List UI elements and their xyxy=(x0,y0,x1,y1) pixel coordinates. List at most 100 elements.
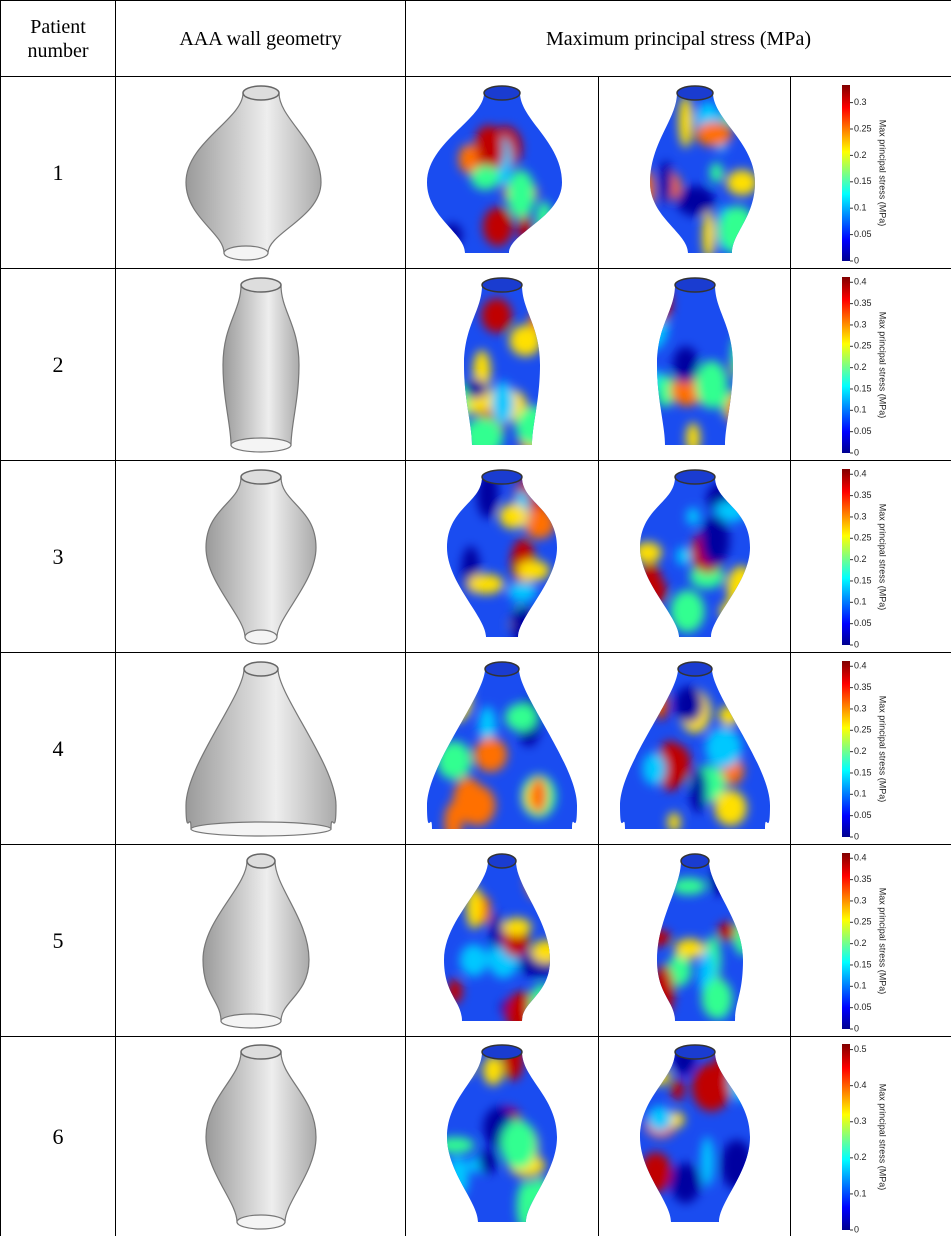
colorbar-label: Max principal stress (MPa) xyxy=(878,1084,888,1191)
colorbar-tick-label: 0.15 xyxy=(854,383,872,393)
blob xyxy=(447,1136,475,1154)
geometry-cell xyxy=(115,844,406,1037)
blob xyxy=(729,1056,748,1079)
blob xyxy=(478,705,497,746)
blob xyxy=(506,169,535,219)
stress-cell xyxy=(405,76,599,269)
stress-cell xyxy=(598,1036,791,1236)
geometry-cell xyxy=(115,76,406,269)
blob xyxy=(438,678,472,722)
colorbar-tick-label: 0.3 xyxy=(854,319,867,329)
blob xyxy=(499,503,528,529)
blob xyxy=(500,1120,537,1170)
blob xyxy=(467,573,505,594)
vessel-top xyxy=(242,660,279,677)
patient-number: 4 xyxy=(0,652,116,845)
vessel-bottom xyxy=(189,820,332,837)
patient-number: 6 xyxy=(0,1036,116,1236)
blobs xyxy=(447,1052,552,1222)
colorbar-tick-label: 0.4 xyxy=(854,660,867,670)
table-row: 5 0 0.05 0.1 0.15 0.2 0.25 0.3 0.35 0.4 Max princi… xyxy=(0,844,951,1037)
blob xyxy=(730,330,733,381)
stress-image xyxy=(649,84,755,253)
stress-image xyxy=(656,276,733,445)
blob xyxy=(649,168,654,212)
blob xyxy=(701,210,715,253)
base xyxy=(619,668,770,829)
blob xyxy=(725,169,755,195)
blob xyxy=(482,206,513,246)
colorbar: 0 0.05 0.1 0.15 0.2 0.25 0.3 Max principal stre… xyxy=(842,84,888,265)
blob xyxy=(656,929,671,946)
table-body: 1 0 0.05 0.1 0.15 0.2 0.25 0.3 Max principal str… xyxy=(0,76,951,1236)
blob xyxy=(503,1052,524,1081)
table-row: 1 0 0.05 0.1 0.15 0.2 0.25 0.3 Max principal str… xyxy=(0,76,951,269)
colorbar-tick-label: 0 xyxy=(854,831,859,841)
colorbar-tick-label: 0.35 xyxy=(854,681,872,691)
colorbar-tick-label: 0.25 xyxy=(854,340,872,350)
blob xyxy=(678,95,693,148)
geometry-cell xyxy=(115,268,406,461)
geometry-image xyxy=(201,852,310,1029)
vessel-bottom xyxy=(222,244,269,261)
vessel xyxy=(204,1051,317,1223)
colorbar-cell: 0 0.05 0.1 0.15 0.2 0.25 0.3 0.35 0.4 Max princip… xyxy=(790,268,951,461)
blob xyxy=(725,390,733,428)
blob xyxy=(464,382,469,425)
colorbar-bar xyxy=(842,84,850,261)
blob xyxy=(470,164,500,190)
blob xyxy=(721,107,747,125)
vessel-top xyxy=(673,468,716,485)
blob xyxy=(482,1055,504,1086)
colorbar-label: Max principal stress (MPa) xyxy=(878,887,888,994)
blob xyxy=(719,598,750,625)
blob xyxy=(656,964,674,1017)
colorbar-tick-label: 0.35 xyxy=(854,873,872,883)
colorbar-tick-label: 0.2 xyxy=(854,938,867,948)
blob xyxy=(458,143,479,174)
colorbar-tick-label: 0 xyxy=(854,1023,859,1033)
blob xyxy=(641,752,666,785)
patient-number: 3 xyxy=(0,460,116,653)
colorbar-label: Max principal stress (MPa) xyxy=(878,695,888,802)
colorbar-tick-label: 0.3 xyxy=(854,96,867,106)
colorbar-label: Max principal stress (MPa) xyxy=(878,311,888,418)
colorbar-cell: 0 0.05 0.1 0.15 0.2 0.25 0.3 0.35 0.4 Max princip… xyxy=(790,844,951,1037)
blob xyxy=(675,546,691,565)
stress-cell xyxy=(598,76,791,269)
colorbar: 0 0.05 0.1 0.15 0.2 0.25 0.3 0.35 0.4 Max princip… xyxy=(842,468,888,649)
blob xyxy=(447,978,463,1004)
colorbar-tick-label: 0.1 xyxy=(854,788,867,798)
blob xyxy=(662,743,691,783)
blob xyxy=(516,1180,536,1222)
blob xyxy=(689,766,707,813)
colorbar-tick-label: 0.25 xyxy=(854,724,872,734)
stress-image xyxy=(656,852,743,1021)
stress-cell xyxy=(598,652,791,845)
table-row: 4 0 0.05 0.1 0.15 0.2 0.25 0.3 0.35 0.4 Max princi… xyxy=(0,652,951,845)
colorbar-bar xyxy=(842,660,850,837)
colorbar-tick-label: 0.35 xyxy=(854,489,872,499)
vessel-bottom xyxy=(219,1012,282,1029)
blob xyxy=(639,541,662,563)
blob xyxy=(509,605,538,637)
blob xyxy=(704,727,742,768)
blob xyxy=(515,405,540,445)
vessel xyxy=(204,475,317,638)
colorbar-tick-label: 0.3 xyxy=(854,895,867,905)
colorbar-tick-label: 0 xyxy=(854,255,859,265)
colorbar-tick-label: 0 xyxy=(854,639,859,649)
blob xyxy=(531,939,550,963)
blob xyxy=(732,614,747,634)
blob xyxy=(441,222,463,247)
stress-image xyxy=(427,84,562,253)
stress-cell xyxy=(405,460,599,653)
blob xyxy=(718,704,739,726)
blob xyxy=(717,921,736,941)
blob xyxy=(720,1139,750,1190)
stress-map xyxy=(447,476,557,637)
blob xyxy=(667,811,681,829)
colorbar-cell: 0 0.05 0.1 0.15 0.2 0.25 0.3 0.35 0.4 Max princip… xyxy=(790,460,951,653)
table-row: 6 0 0.1 0.2 0.3 0.4 0.5 Max principal stress (M… xyxy=(0,1036,951,1236)
